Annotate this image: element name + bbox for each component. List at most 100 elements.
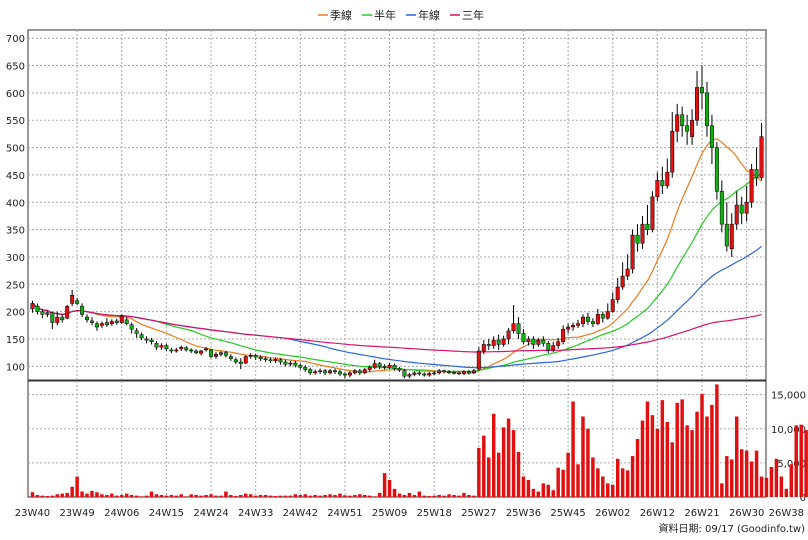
volume-bar xyxy=(452,494,456,497)
volume-bar xyxy=(348,495,352,497)
volume-bar xyxy=(50,495,55,497)
volume-bar xyxy=(412,494,417,497)
candle-body xyxy=(496,339,501,345)
candle-body xyxy=(40,311,45,315)
volume-bar xyxy=(367,495,372,497)
volume-bar xyxy=(675,402,679,497)
candle-body xyxy=(412,372,417,375)
volume-bar xyxy=(253,495,258,497)
candle-body xyxy=(159,345,164,348)
volume-bar xyxy=(402,494,407,497)
volume-bar xyxy=(387,479,392,497)
candle-body xyxy=(169,349,174,352)
candle-body xyxy=(209,349,214,357)
candle-body xyxy=(724,223,729,247)
volume-bar xyxy=(224,491,228,497)
candle-body xyxy=(248,355,253,357)
volume-bar xyxy=(293,494,298,497)
candle-body xyxy=(610,299,615,312)
volume-bar xyxy=(313,494,317,497)
x-tick-label: 25W18 xyxy=(417,508,452,519)
volume-bar xyxy=(700,393,704,497)
candle-body xyxy=(243,356,248,364)
volume-bar xyxy=(343,495,347,497)
x-tick-label: 24W06 xyxy=(104,508,139,519)
volume-bar xyxy=(749,461,754,497)
candle-body xyxy=(213,354,218,357)
volume-bar xyxy=(258,494,263,497)
volume-bar xyxy=(407,492,412,497)
volume-bar xyxy=(30,492,35,497)
x-tick-label: 24W15 xyxy=(149,508,184,519)
candle-body xyxy=(749,169,754,203)
x-axis: 23W40 23W49 24W06 24W15 24W24 24W33 24W42 24W51… xyxy=(15,508,804,519)
candle-body xyxy=(293,362,298,366)
candle-body xyxy=(442,370,447,373)
volume-bar xyxy=(799,424,803,497)
candle-body xyxy=(590,321,595,324)
candle-body xyxy=(362,369,367,374)
candle-body xyxy=(491,339,496,346)
x-tick-label: 25W27 xyxy=(461,508,496,519)
candle-body xyxy=(665,171,670,187)
volume-bar xyxy=(516,451,521,497)
candle-body xyxy=(104,322,109,326)
candle-body xyxy=(402,370,407,377)
volume-bar xyxy=(630,456,635,497)
volume-bar xyxy=(55,494,60,497)
volume-bar xyxy=(100,494,104,497)
volume-bar xyxy=(85,493,89,497)
volume-bar xyxy=(95,492,99,497)
candle-body xyxy=(605,311,610,319)
volume-bar xyxy=(660,400,665,497)
volume-bar xyxy=(496,452,501,497)
candle-body xyxy=(571,325,576,328)
volume-bar xyxy=(491,413,496,497)
data-date-credit: 資料日期: 09/17 (Goodinfo.tw) xyxy=(658,522,805,535)
candle-body xyxy=(258,356,263,359)
candle-body xyxy=(461,371,466,374)
price-tick-label: 500 xyxy=(6,144,25,155)
volume-bar xyxy=(551,490,555,497)
volume-bar xyxy=(784,488,789,497)
candle-body xyxy=(516,323,521,334)
candle-body xyxy=(452,372,457,374)
volume-bar xyxy=(239,494,243,497)
candle-body xyxy=(199,350,204,354)
volume-bar xyxy=(273,495,278,497)
volume-bar xyxy=(134,495,139,497)
candle-body xyxy=(531,338,536,345)
volume-bar xyxy=(234,495,238,497)
volume-bar xyxy=(685,425,689,497)
candle-body xyxy=(471,370,476,374)
candle-body xyxy=(595,314,600,324)
volume-bar xyxy=(283,495,288,497)
volume-bar xyxy=(129,494,134,497)
volume-bar xyxy=(248,494,253,497)
candle-body xyxy=(650,196,655,230)
volume-bar xyxy=(219,495,223,497)
candle-body xyxy=(184,347,189,351)
price-tick-label: 250 xyxy=(6,280,25,291)
volume-bar xyxy=(353,494,357,497)
candle-body xyxy=(660,180,665,187)
candle-body xyxy=(377,363,382,367)
candle-body xyxy=(278,359,283,363)
ma-line-0 xyxy=(32,138,762,374)
candle-body xyxy=(685,125,690,132)
price-tick-label: 650 xyxy=(6,62,25,73)
candle-body xyxy=(566,326,571,330)
volume-bar xyxy=(432,495,436,497)
legend-label-0: 季線 xyxy=(330,8,352,22)
volume-bar xyxy=(511,430,516,497)
candle-body xyxy=(45,312,50,315)
candle-body xyxy=(80,305,85,315)
candle-body xyxy=(283,361,288,365)
volume-bar xyxy=(333,494,337,497)
volume-bar xyxy=(581,416,585,497)
candle-body xyxy=(501,338,506,345)
candle-body xyxy=(417,372,422,375)
candle-body xyxy=(521,333,526,342)
ma-line-3 xyxy=(32,302,762,353)
